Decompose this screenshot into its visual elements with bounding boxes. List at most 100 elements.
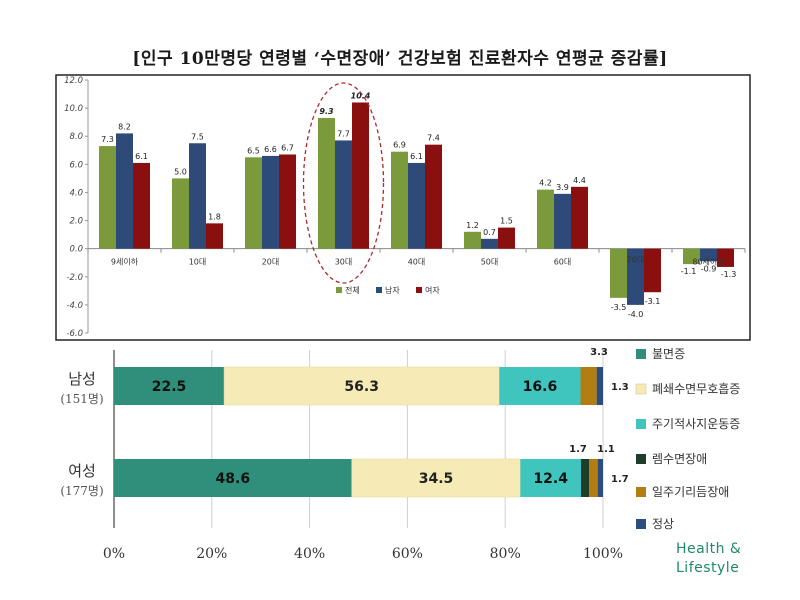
legend-swatch <box>376 287 382 293</box>
bar-total <box>245 157 262 249</box>
category-label: 70대 <box>627 256 645 265</box>
bar-value-label: 4.4 <box>573 176 586 185</box>
callout-label: 3.3 <box>590 347 608 358</box>
bar-value-label: -1.3 <box>721 270 737 279</box>
y-tick-label: 4.0 <box>69 188 83 198</box>
segment-insomnia <box>114 459 352 497</box>
callout-label: 1.1 <box>597 444 615 455</box>
bar-total <box>537 189 554 249</box>
watermark-line2: Lifestyle <box>676 560 740 576</box>
highlight-ellipse <box>302 82 385 284</box>
bar-male <box>262 155 279 249</box>
bar-female <box>206 223 223 249</box>
bar-total <box>99 146 116 249</box>
segment-rem <box>580 459 590 497</box>
bar-male <box>554 193 571 249</box>
category-label: 60대 <box>554 258 572 267</box>
bar-value-label: -3.5 <box>611 303 627 312</box>
segment-value-label: 22.5 <box>152 379 187 395</box>
legend-label: 남자 <box>385 286 400 295</box>
category-label: 80세이상 <box>692 257 725 267</box>
legend-swatch <box>416 287 422 293</box>
callout-label: 1.3 <box>611 382 629 393</box>
legend-label: 정상 <box>652 517 674 531</box>
segment-value-label: 56.3 <box>344 379 379 395</box>
x-tick-label: 100% <box>583 546 623 562</box>
bar-male <box>189 143 206 249</box>
watermark-line1: Health & <box>676 541 742 557</box>
bar-value-label: 6.6 <box>264 145 277 154</box>
y-tick-label: -2.0 <box>66 273 83 283</box>
bar-female <box>133 162 150 249</box>
bar-value-label: 1.8 <box>208 212 221 221</box>
bar-male <box>116 133 133 249</box>
bar-male <box>700 248 717 262</box>
segment-insomnia <box>114 367 225 405</box>
bar-male <box>408 162 425 249</box>
segment-normal <box>596 367 603 405</box>
category-label: 50대 <box>481 258 499 267</box>
bar-total <box>391 151 408 249</box>
x-tick-label: 0% <box>103 546 125 562</box>
legend-swatch <box>636 419 646 429</box>
legend-label: 렘수면장애 <box>652 452 707 466</box>
row-label: 남성 <box>68 370 96 388</box>
x-tick-label: 80% <box>490 546 521 562</box>
segment-hypersomnia <box>580 367 597 405</box>
bar-total <box>172 178 189 249</box>
segment-apnea <box>223 366 500 406</box>
bar-value-label: 0.7 <box>483 228 496 237</box>
callout-label: 1.7 <box>611 474 629 485</box>
bar-value-label: 10.4 <box>351 91 371 100</box>
bar-value-label: 7.4 <box>427 134 440 143</box>
y-tick-label: 0.0 <box>69 245 83 255</box>
y-tick-label: 2.0 <box>69 217 83 227</box>
bar-female <box>644 248 661 293</box>
bar-value-label: 9.3 <box>319 107 334 116</box>
segment-value-label: 48.6 <box>216 471 251 487</box>
segment-plm <box>520 459 581 497</box>
bar-value-label: 7.7 <box>337 129 350 138</box>
bar-value-label: 8.2 <box>118 122 131 131</box>
segment-plm <box>499 367 581 405</box>
segment-apnea <box>351 458 521 498</box>
bar-value-label: -3.1 <box>645 297 661 306</box>
y-tick-label: 8.0 <box>69 132 83 142</box>
legend-swatch <box>636 349 646 359</box>
bar-value-label: 7.3 <box>101 135 114 144</box>
row-sublabel: (151명) <box>60 392 103 406</box>
x-tick-label: 40% <box>294 546 325 562</box>
category-label: 30대 <box>335 258 353 267</box>
category-label: 10대 <box>189 258 207 267</box>
bar-value-label: 5.0 <box>174 167 187 176</box>
category-label: 40대 <box>408 258 426 267</box>
bar-value-label: 7.5 <box>191 132 204 141</box>
legend-label: 폐쇄수면무호흡증 <box>652 382 740 396</box>
age-bar-chart: 12.0 10.0 8.0 6.0 4.0 2.0 0.0 -2.0 -4.0 -6.0 7.3 8.… <box>55 74 751 341</box>
bar-value-label: 6.1 <box>410 152 423 161</box>
legend-label: 불면증 <box>652 347 685 361</box>
legend-swatch <box>635 383 647 395</box>
bar-value-label: 6.9 <box>393 141 406 150</box>
legend-label: 여자 <box>425 285 440 295</box>
segment-value-label: 12.4 <box>533 471 568 487</box>
y-tick-label: 6.0 <box>69 160 83 170</box>
category-label: 9세이하 <box>111 257 139 267</box>
legend-swatch <box>636 487 646 497</box>
legend-swatch <box>636 519 646 529</box>
bar-male <box>627 248 644 305</box>
chart-title: [인구 10만명당 연령별 ‘수면장애’ 건강보험 진료환자수 연평균 증감률] <box>132 49 668 69</box>
bar-total <box>610 248 627 298</box>
bar-value-label: -1.1 <box>681 267 697 276</box>
segment-normal <box>597 459 603 497</box>
bar-value-label: 4.2 <box>539 179 552 188</box>
bar-female <box>352 102 369 249</box>
bar-male <box>335 140 352 249</box>
y-tick-label: 12.0 <box>64 76 83 86</box>
legend-label: 주기적사지운동증 <box>652 417 740 431</box>
bar-female <box>498 227 515 249</box>
bar-female <box>571 186 588 249</box>
legend-swatch <box>336 287 342 293</box>
segment-value-label: 34.5 <box>419 471 454 487</box>
